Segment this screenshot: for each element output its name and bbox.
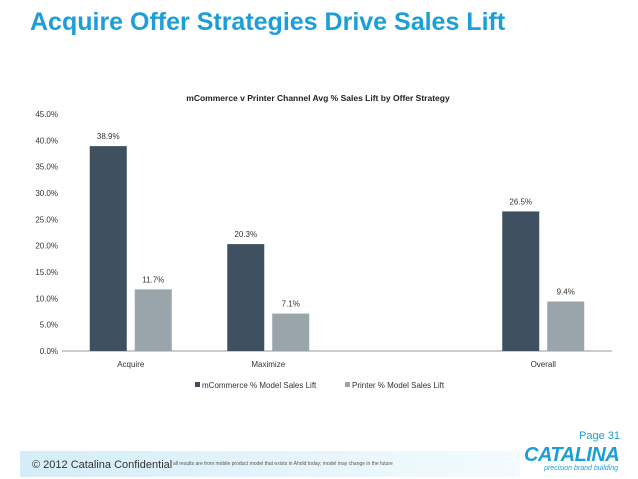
bar — [89, 146, 127, 351]
catalina-logo: CATALINA precision brand building — [524, 444, 624, 478]
y-tick-label: 20.0% — [35, 242, 58, 251]
legend-swatch — [345, 382, 350, 387]
legend: mCommerce % Model Sales Lift Printer % Mo… — [195, 381, 445, 390]
x-axis-labels: Acquire Maximize Overall — [117, 360, 556, 369]
logo-tagline: precision brand building — [544, 465, 618, 472]
bar-value-label: 38.9% — [97, 132, 120, 141]
footer-bar — [20, 451, 520, 477]
copyright-text: © 2012 Catalina Confidential — [32, 459, 173, 471]
y-tick-label: 40.0% — [35, 136, 58, 145]
bar — [134, 289, 172, 351]
slide-title: Acquire Offer Strategies Drive Sales Lif… — [30, 8, 506, 36]
bar — [227, 244, 265, 351]
bar-value-label: 26.5% — [509, 197, 532, 206]
y-tick-label: 35.0% — [35, 163, 58, 172]
bar-value-label: 20.3% — [234, 230, 257, 239]
y-tick-label: 0.0% — [40, 347, 58, 356]
x-tick-label: Maximize — [251, 360, 285, 369]
page-number: Page 31 — [579, 430, 620, 442]
y-tick-label: 45.0% — [35, 110, 58, 119]
x-tick-label: Overall — [531, 360, 557, 369]
bars: 38.9% 11.7% 20.3% 7.1% 26.5% 9.4% — [89, 132, 585, 351]
bar — [547, 301, 585, 351]
bar-value-label: 11.7% — [142, 275, 164, 284]
bar-value-label: 7.1% — [282, 300, 300, 309]
y-tick-label: 5.0% — [40, 321, 58, 330]
y-tick-label: 15.0% — [35, 268, 58, 277]
y-tick-label: 25.0% — [35, 215, 58, 224]
disclaimer-text: all results are from mobile product mode… — [173, 461, 393, 467]
bar-chart: mCommerce v Printer Channel Avg % Sales … — [35, 93, 612, 390]
legend-label: mCommerce % Model Sales Lift — [202, 381, 317, 390]
y-tick-label: 10.0% — [35, 294, 58, 303]
x-tick-label: Acquire — [117, 360, 145, 369]
legend-label: Printer % Model Sales Lift — [352, 381, 445, 390]
y-axis-ticks: 0.0% 5.0% 10.0% 15.0% 20.0% 25.0% 30.0% 35.0% 40… — [35, 110, 58, 356]
y-tick-label: 30.0% — [35, 189, 58, 198]
logo-wordmark: CATALINA — [524, 444, 620, 466]
legend-swatch — [195, 382, 200, 387]
bar — [502, 211, 540, 351]
chart-title: mCommerce v Printer Channel Avg % Sales … — [186, 93, 450, 103]
bar — [272, 313, 310, 351]
bar-value-label: 9.4% — [557, 287, 575, 296]
